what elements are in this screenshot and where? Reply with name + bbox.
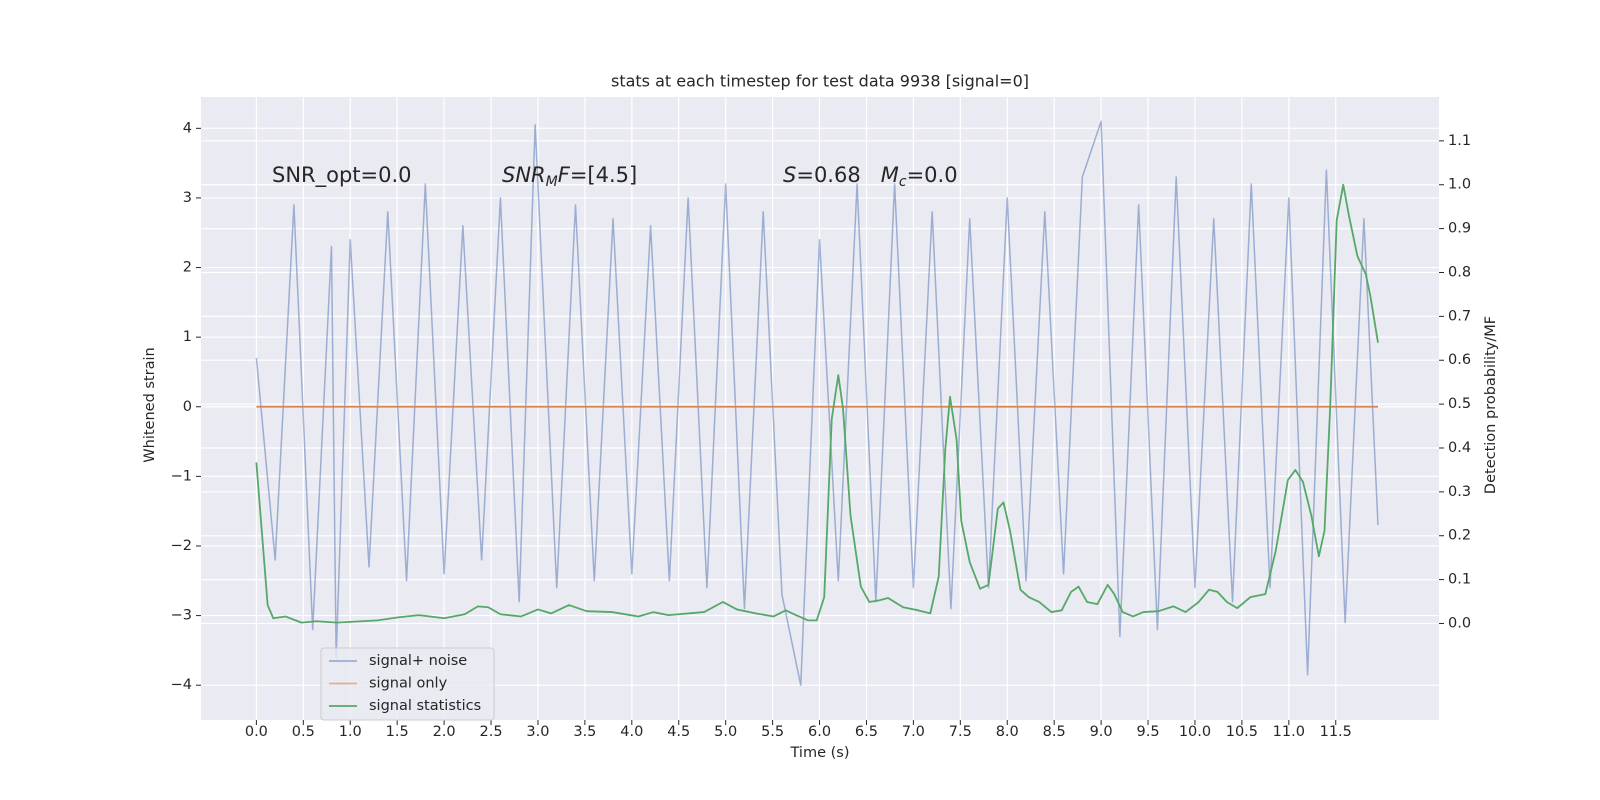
- x-tick-label: 8.5: [1043, 724, 1066, 740]
- y-tick-label: 4: [183, 120, 192, 136]
- annotation-part: M: [881, 163, 899, 187]
- y-tick-label: 3: [183, 190, 192, 206]
- x-tick-label: 5.5: [761, 724, 784, 740]
- annotation-part: c: [899, 174, 907, 190]
- y2-tick-label: 0.8: [1448, 264, 1471, 280]
- x-tick-label: 11.0: [1273, 724, 1305, 740]
- y2-tick-label: 0.0: [1448, 615, 1471, 631]
- x-tick-label: 4.0: [620, 724, 643, 740]
- x-tick-label: 5.0: [714, 724, 737, 740]
- x-tick-label: 2.5: [479, 724, 502, 740]
- x-tick-label: 11.5: [1320, 724, 1352, 740]
- x-tick-label: 7.5: [949, 724, 972, 740]
- annotation-part: SNR_opt=0.0: [272, 163, 412, 188]
- series-line: [255, 183, 1379, 624]
- x-tick-label: 1.0: [339, 724, 362, 740]
- annotation: SNR_opt=0.0: [272, 163, 412, 188]
- x-tick-label: 6.5: [855, 724, 878, 740]
- annotation: SNRMF=[4.5]: [502, 163, 637, 190]
- y-tick-label: 2: [183, 260, 192, 276]
- y2-tick-label: 0.9: [1448, 221, 1471, 237]
- legend-label: signal statistics: [369, 698, 481, 714]
- x-tick-label: 9.5: [1137, 724, 1160, 740]
- grid: [201, 97, 1439, 720]
- y2-tick-label: 0.1: [1448, 572, 1471, 588]
- series-line: [255, 120, 1379, 686]
- annotation-part: SNR: [502, 163, 546, 187]
- legend-label: signal only: [369, 676, 448, 692]
- annotation-part: =0.68: [796, 163, 880, 187]
- y-tick-label: −3: [171, 608, 192, 624]
- x-tick-label: 0.5: [292, 724, 315, 740]
- x-tick-label: 0.0: [245, 724, 268, 740]
- annotation-part: S: [783, 163, 796, 187]
- y-tick-label: 1: [183, 329, 192, 345]
- legend-label: signal+ noise: [369, 653, 467, 669]
- y2-tick-label: 0.6: [1448, 352, 1471, 368]
- annotation-part: M: [546, 174, 558, 190]
- y2-tick-label: 0.2: [1448, 528, 1471, 544]
- x-tick-label: 3.0: [526, 724, 549, 740]
- x-tick-label: 4.5: [667, 724, 690, 740]
- x-axis-label: Time (s): [790, 745, 850, 761]
- x-tick-label: 10.5: [1226, 724, 1258, 740]
- y2-tick-label: 0.3: [1448, 484, 1471, 500]
- x-tick-label: 7.0: [902, 724, 925, 740]
- annotation-part: =[4.5]: [570, 163, 637, 187]
- y2-axis-label: Detection probability/MF: [1483, 316, 1499, 494]
- legend-box: [320, 647, 495, 721]
- y-tick-label: −1: [171, 468, 192, 484]
- y2-tick-label: 0.7: [1448, 308, 1471, 324]
- annotation: S=0.68 Mc=0.0: [783, 163, 958, 190]
- x-tick-label: 3.5: [573, 724, 596, 740]
- y2-tick-label: 0.5: [1448, 396, 1471, 412]
- y-tick-label: −2: [171, 538, 192, 554]
- x-tick-label: 9.0: [1090, 724, 1113, 740]
- y-tick-label: −4: [171, 677, 192, 693]
- x-tick-label: 10.0: [1179, 724, 1211, 740]
- y2-tick-label: 1.0: [1448, 177, 1471, 193]
- x-tick-label: 1.5: [386, 724, 409, 740]
- x-tick-label: 6.0: [808, 724, 831, 740]
- annotation-part: F: [558, 163, 571, 187]
- y2-tick-label: 0.4: [1448, 440, 1471, 456]
- legend: signal+ noise signal only signal statistic…: [320, 647, 495, 721]
- y-axis-label: Whitened strain: [142, 347, 158, 462]
- x-tick-label: 2.0: [433, 724, 456, 740]
- y-tick-label: 0: [183, 399, 192, 415]
- chart-title: stats at each timestep for test data 993…: [611, 72, 1029, 91]
- annotation-part: =0.0: [907, 163, 958, 187]
- y2-tick-label: 1.1: [1448, 133, 1471, 149]
- x-tick-label: 8.0: [996, 724, 1019, 740]
